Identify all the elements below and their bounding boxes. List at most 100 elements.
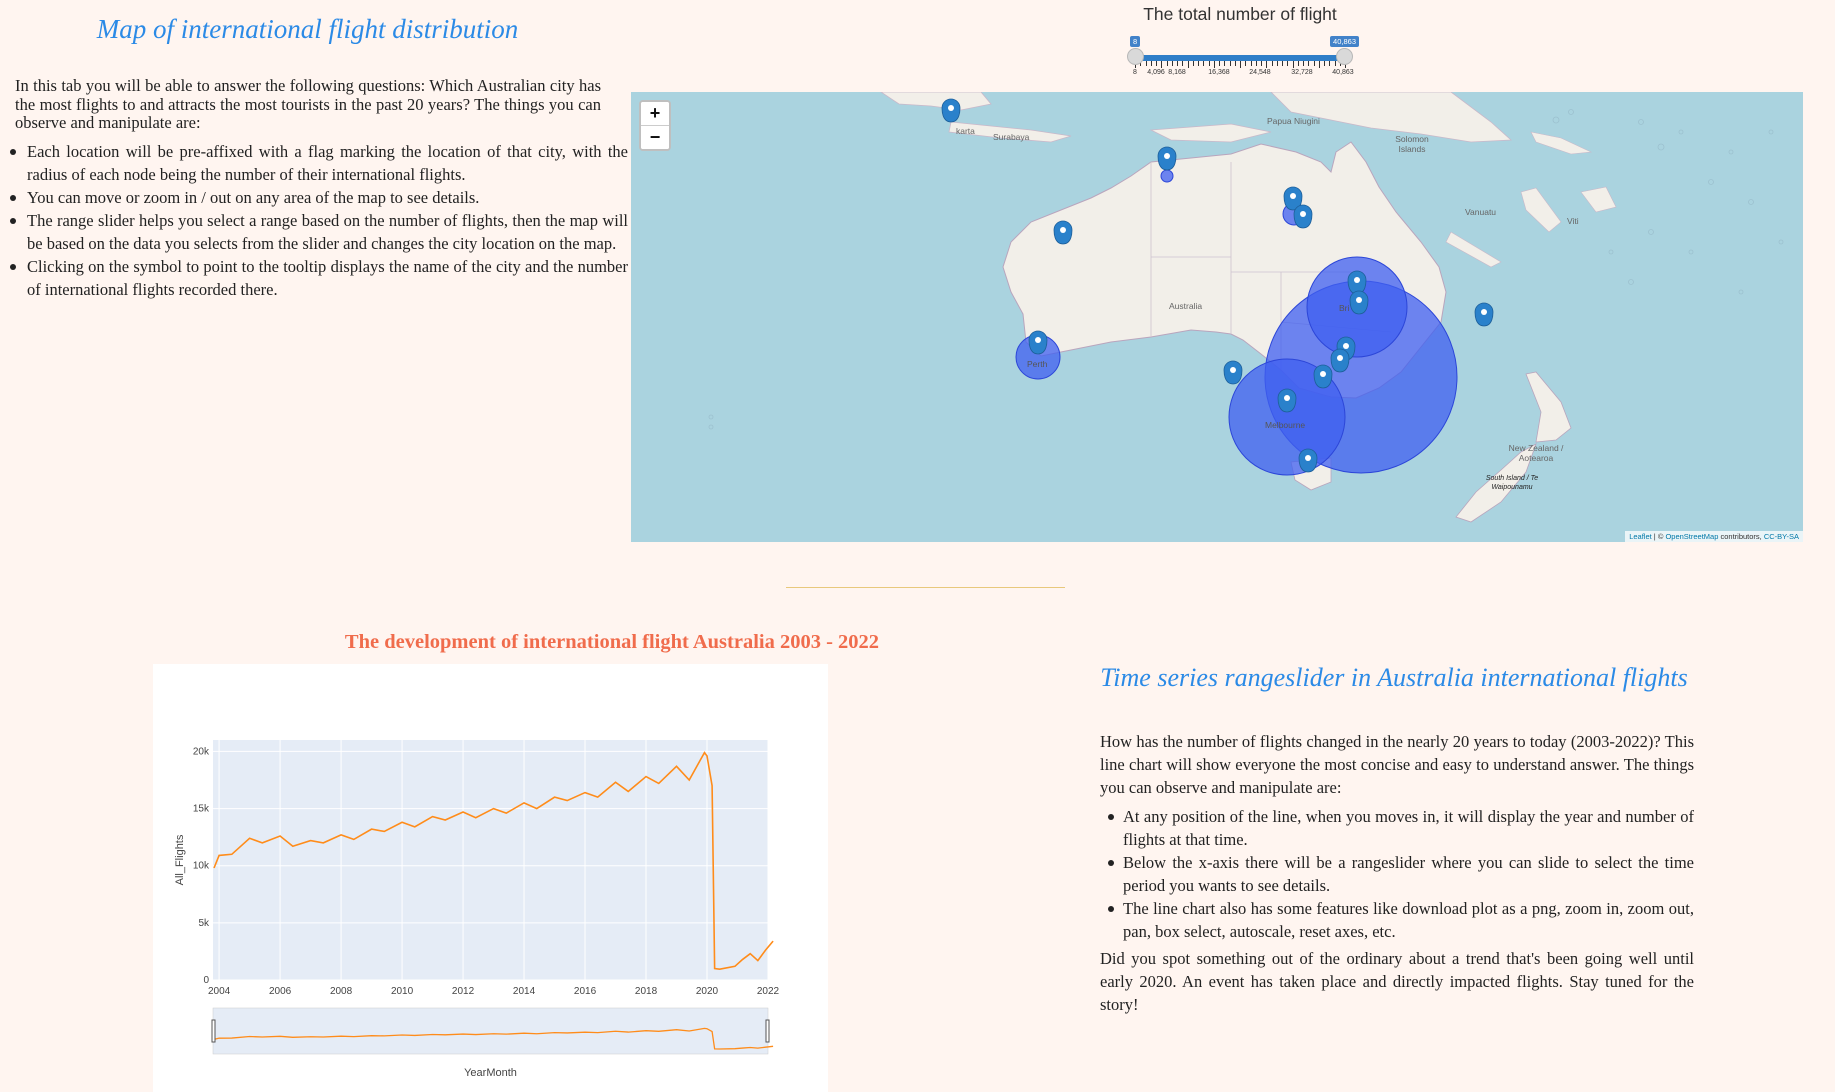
land-nz-south [1455, 443, 1537, 523]
slider-tick [1240, 61, 1241, 68]
slider-tick [1287, 61, 1289, 66]
x-tick-label: 2014 [513, 986, 536, 997]
marker-perth [1028, 330, 1048, 355]
land-fiji [1580, 186, 1617, 213]
slider-ticks [1135, 61, 1346, 68]
slider-tick [1282, 61, 1283, 66]
slider-tick [1166, 61, 1168, 66]
map-label-melbourne: Melbourne [1265, 420, 1306, 430]
license-link[interactable]: CC-BY-SA [1763, 532, 1799, 541]
land-timor [1149, 123, 1272, 143]
map-section-bullets: Each location will be pre-affixed with a… [0, 140, 628, 301]
map-section-intro: In this tab you will be able to answer t… [15, 76, 601, 132]
land-new-caledonia [1445, 231, 1502, 268]
x-tick-label: 2022 [757, 986, 780, 997]
slider-min-badge: 8 [1130, 36, 1141, 47]
rangeslider-handle-left [211, 1019, 216, 1043]
slider-tick [1234, 61, 1236, 66]
slider-tick [1297, 61, 1299, 66]
map-section-title: Map of international flight distribution [96, 14, 519, 44]
flights-line-chart[interactable]: 0 5k 10k 15k 20k 2004 2006 2008 2010 2012 2014 2016… [153, 664, 828, 1092]
flight-map[interactable]: Surabaya karta Papua Niugini Solomon Isl… [631, 92, 1803, 542]
list-item: The line chart also has some features li… [1108, 899, 1694, 941]
series-line [213, 751, 774, 970]
list-item: Below the x-axis there will be a rangesl… [1108, 853, 1694, 895]
slider-title: The total number of flight [1143, 4, 1337, 24]
slider-tick [1266, 61, 1268, 68]
slider-tick-labels: 8 4,096 8,168 16,368 24,548 32,728 40,86… [1125, 69, 1361, 79]
y-tick-label: 5k [198, 918, 210, 929]
marker-darwin [1157, 146, 1177, 171]
rangeslider-line [213, 1027, 774, 1050]
list-item: Clicking on the symbol to point to the t… [10, 257, 628, 299]
map-tiles [708, 92, 1784, 523]
slider-tick [1324, 61, 1325, 66]
y-tick-label: 15k [193, 804, 210, 815]
slider-tick [1150, 61, 1152, 66]
flight-range-slider[interactable]: 8 40,863 8 4,096 8,168 16,368 24,548 32,… [1125, 36, 1361, 82]
map-label-vanuatu: Vanuatu [1465, 207, 1497, 217]
ts-outro: Did you spot something out of the ordina… [1100, 949, 1694, 1014]
slider-tick [1313, 61, 1315, 66]
marker-sunshine [1347, 270, 1367, 295]
bubble-melbourne [1228, 358, 1346, 476]
slider-tick [1187, 61, 1189, 68]
slider-tick [1334, 61, 1336, 66]
slider-tick [1203, 61, 1205, 66]
land-solomon [1530, 131, 1593, 155]
city-markers [941, 98, 1494, 473]
list-item: At any position of the line, when you mo… [1108, 807, 1694, 849]
slider-tick [1140, 61, 1142, 66]
ts-intro: How has the number of flights changed in… [1100, 732, 1694, 797]
list-item: Each location will be pre-affixed with a… [10, 142, 628, 184]
map-label-australia: Australia [1169, 301, 1203, 311]
map-attribution: Leaflet | © OpenStreetMap contributors, … [1625, 531, 1803, 542]
marker-melbourne [1277, 388, 1297, 413]
zoom-in-button[interactable]: + [641, 102, 669, 125]
attribution-separator: | © [1651, 532, 1666, 541]
y-tick-label: 20k [193, 746, 210, 757]
slider-tick [1303, 61, 1304, 66]
y-axis-label: All_Flights [174, 834, 186, 885]
slider-track[interactable] [1135, 55, 1345, 61]
map-label-papua: Papua Niugini [1267, 116, 1320, 126]
x-tick-label: 2020 [696, 986, 719, 997]
slider-max-handle[interactable] [1336, 48, 1353, 65]
land-vanuatu [1520, 187, 1562, 233]
map-zoom-control: + − [639, 100, 671, 151]
slider-tick [1161, 61, 1163, 68]
rangeslider-handle-right [765, 1019, 770, 1043]
slider-tick [1308, 61, 1310, 66]
x-tick-label: 2016 [574, 986, 597, 997]
map-label-solomon: Solomon Islands [1395, 134, 1429, 154]
marker-sydney [1330, 348, 1350, 373]
map-label-nz: New Zealand / Aotearoa [1508, 443, 1564, 463]
x-tick-label: 2010 [391, 986, 414, 997]
chart-svg[interactable]: 0 5k 10k 15k 20k 2004 2006 2008 2010 2012 2014 2016… [153, 664, 828, 1092]
slider-tick-label: 4,096 [1147, 69, 1165, 76]
marker-brisbane [1349, 290, 1369, 315]
slider-tick-label: 24,548 [1249, 69, 1271, 76]
ts-bullets: At any position of the line, when you mo… [1100, 805, 1694, 943]
list-item: You can move or zoom in / out on any are… [10, 186, 628, 209]
section-divider [786, 587, 1065, 588]
marker-bali [941, 98, 961, 123]
marker-townsville [1293, 204, 1313, 229]
leaflet-link[interactable]: Leaflet [1629, 532, 1652, 541]
map-label-brisbane: Bri [1339, 303, 1350, 313]
zoom-out-button[interactable]: − [641, 125, 669, 149]
slider-tick [1224, 61, 1226, 66]
slider-tick [1255, 61, 1257, 66]
attribution-text: contributors, [1718, 532, 1764, 541]
slider-tick [1318, 61, 1320, 68]
slider-tick-label: 16,368 [1208, 69, 1230, 76]
x-tick-label: 2008 [330, 986, 353, 997]
x-axis-label: YearMonth [464, 1067, 517, 1079]
x-tick-label: 2012 [452, 986, 475, 997]
map-label-surabaya: Surabaya [993, 132, 1030, 142]
slider-tick [1156, 61, 1157, 66]
x-tick-label: 2018 [635, 986, 658, 997]
osm-link[interactable]: OpenStreetMap [1665, 532, 1719, 541]
slider-min-handle[interactable] [1127, 48, 1144, 65]
land-nz-north [1525, 371, 1572, 443]
